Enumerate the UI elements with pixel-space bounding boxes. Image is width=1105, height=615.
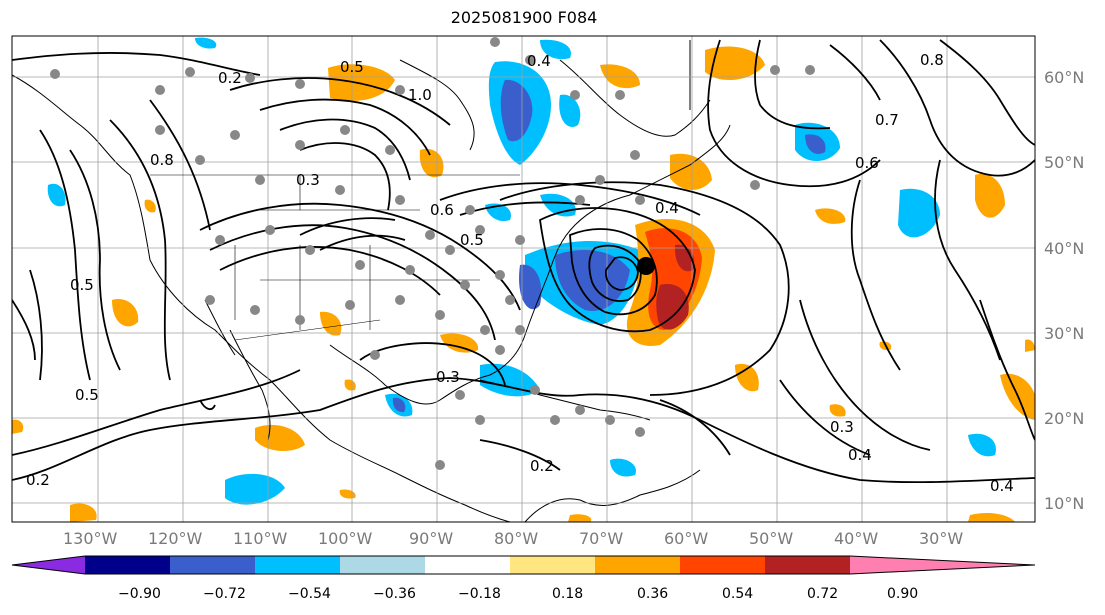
contour-label: 0.2 xyxy=(26,471,50,489)
colorbar-segment xyxy=(170,556,255,574)
anomaly-shading xyxy=(12,37,1035,522)
colorbar-tick-label: −0.54 xyxy=(288,586,331,602)
lon-label-80w: 80°W xyxy=(494,529,539,548)
colorbar-segment xyxy=(510,556,595,574)
colorbar-segment xyxy=(255,556,340,574)
lon-label-130w: 130°W xyxy=(63,529,118,548)
contour-label: 0.6 xyxy=(855,154,879,172)
colorbar-tick-label: −0.90 xyxy=(118,586,161,602)
lat-label-40n: 40°N xyxy=(1044,239,1085,258)
lon-label-30w: 30°W xyxy=(919,529,964,548)
lon-label-40w: 40°W xyxy=(834,529,879,548)
colorbar-tick-label: −0.18 xyxy=(458,586,501,602)
colorbar-tick-label: 0.90 xyxy=(887,586,919,602)
colorbar-tick-label: 0.18 xyxy=(552,586,584,602)
contour-label: 0.3 xyxy=(436,368,460,386)
contour-label: 0.4 xyxy=(655,199,679,217)
colorbar-segment xyxy=(680,556,765,574)
contour-label: 0.4 xyxy=(527,52,551,70)
contour-label: 0.3 xyxy=(296,171,320,189)
map-title: 2025081900 F084 xyxy=(450,8,598,27)
low-pressure-center xyxy=(637,257,655,275)
contour-label: 0.3 xyxy=(830,418,854,436)
colorbar-tick-label: 0.54 xyxy=(722,586,754,602)
contour-lines xyxy=(12,39,1035,484)
lon-label-120w: 120°W xyxy=(148,529,203,548)
graticule xyxy=(12,36,1035,522)
lon-label-110w: 110°W xyxy=(233,529,288,548)
contour-label: 0.5 xyxy=(75,386,99,404)
colorbar-tick-label: 0.72 xyxy=(807,586,839,602)
colorbar-tick-label: −0.36 xyxy=(373,586,416,602)
colorbar-tick-label: −0.72 xyxy=(203,586,246,602)
map-frame xyxy=(11,35,1036,523)
colorbar-segment xyxy=(340,556,425,574)
colorbar-min-extension xyxy=(12,556,85,574)
contour-label: 0.5 xyxy=(70,276,94,294)
lon-label-60w: 60°W xyxy=(664,529,709,548)
contour-label: 0.4 xyxy=(990,477,1014,495)
colorbar-segment xyxy=(595,556,680,574)
lat-label-20n: 20°N xyxy=(1044,409,1085,428)
contour-label: 0.8 xyxy=(150,151,174,169)
lat-label-60n: 60°N xyxy=(1044,68,1085,87)
contour-label: 0.4 xyxy=(848,446,872,464)
contour-label: 0.5 xyxy=(460,231,484,249)
contour-label: 1.0 xyxy=(408,86,432,104)
lon-label-100w: 100°W xyxy=(318,529,373,548)
colorbar-tick-label: 0.36 xyxy=(637,586,669,602)
lon-label-90w: 90°W xyxy=(409,529,454,548)
colorbar-segment xyxy=(765,556,850,574)
lon-label-50w: 50°W xyxy=(749,529,794,548)
contour-label: 0.6 xyxy=(430,201,454,219)
contour-label: 0.8 xyxy=(920,51,944,69)
colorbar-segment xyxy=(85,556,170,574)
contour-label: 0.5 xyxy=(340,58,364,76)
lat-label-30n: 30°N xyxy=(1044,324,1085,343)
contour-label: 0.7 xyxy=(875,111,899,129)
lon-label-70w: 70°W xyxy=(579,529,624,548)
stippling-dots xyxy=(50,37,815,470)
colorbar xyxy=(11,555,1036,575)
contour-label-group: 0.2 0.4 0.5 0.3 0.6 0.8 1.0 0.4 0.5 0.7 … xyxy=(26,51,1014,495)
lat-label-50n: 50°N xyxy=(1044,153,1085,172)
lat-label-10n: 10°N xyxy=(1044,494,1085,513)
colorbar-segment xyxy=(425,556,510,574)
contour-label: 0.2 xyxy=(530,457,554,475)
colorbar-max-extension xyxy=(850,556,1035,574)
contour-label: 0.2 xyxy=(218,69,242,87)
